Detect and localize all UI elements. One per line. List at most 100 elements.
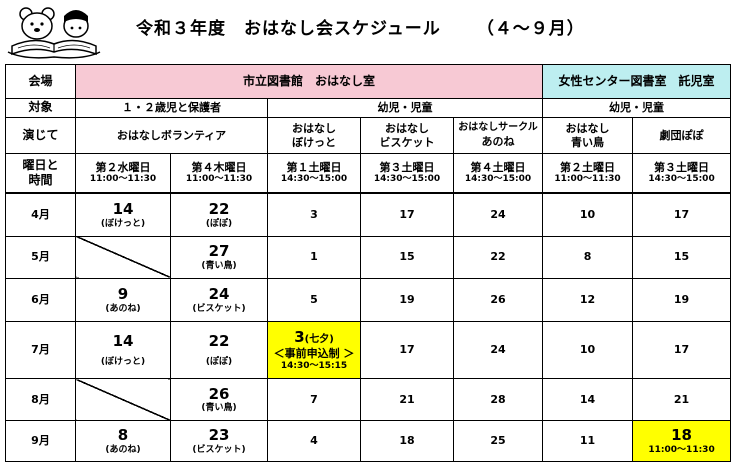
day-name: 第１土曜日 <box>286 160 342 174</box>
day-time: 11:00～11:30 <box>554 174 621 185</box>
title-area: 令和３年度 おはなし会スケジュール （４～９月） <box>0 0 734 60</box>
no-session-cell <box>75 378 171 421</box>
schedule-cell: 4 <box>267 419 361 463</box>
day-cell: 第４土曜日 14:30～15:00 <box>452 152 544 194</box>
month-label: 8月 <box>5 378 76 421</box>
month-label: 4月 <box>5 192 76 237</box>
performer-line1: おはなし <box>565 121 610 135</box>
day-time: 11:00～11:30 <box>89 174 157 185</box>
schedule-cell: 14 (ぼけっと) <box>75 320 171 380</box>
schedule-cell: 1 <box>267 235 361 279</box>
day-label: 曜日と 時間 <box>5 152 76 194</box>
date-number: 9 <box>117 284 129 303</box>
day-time: 14:30～15:00 <box>648 174 715 185</box>
month-row-july: 7月 14 (ぼけっと) 22 (ぽぽ) 3(七夕) ＜事前申込制 ＞ 14:30～… <box>5 320 732 380</box>
schedule-cell: 15 <box>632 235 732 279</box>
day-label-line2: 時間 <box>28 173 53 188</box>
title-main: 令和３年度 おはなし会スケジュール <box>136 19 441 39</box>
performer-label: 演じて <box>5 117 76 154</box>
tanabata-special-cell: 3(七夕) ＜事前申込制 ＞ 14:30～15:15 <box>267 320 361 380</box>
schedule-cell: 22 (ぽぽ) <box>170 192 268 237</box>
date-number: 26 <box>208 384 230 403</box>
day-cell: 第３土曜日 14:30～15:00 <box>360 152 454 194</box>
day-cell: 第４木曜日 11:00～11:30 <box>170 152 268 194</box>
performer-line2: あのね <box>481 134 515 148</box>
special-time-cell: 18 11:00～11:30 <box>632 419 732 463</box>
schedule-cell: 22 <box>452 235 544 279</box>
event-note: (七夕) <box>304 334 334 346</box>
schedule-cell: 26 <box>452 277 544 322</box>
day-name: 第２土曜日 <box>560 160 616 174</box>
day-time: 14:30～15:00 <box>464 174 532 185</box>
day-cell: 第２土曜日 11:00～11:30 <box>542 152 634 194</box>
day-name: 第４土曜日 <box>470 160 526 174</box>
schedule-cell: 17 <box>632 320 732 380</box>
event-time: 14:30～15:15 <box>280 360 348 371</box>
month-row-september: 9月 8 (あのね) 23 (ビスケット) 4 18 25 11 18 11:00～1… <box>5 419 732 463</box>
month-label: 9月 <box>5 419 76 463</box>
performer-line2: 青い鳥 <box>571 135 605 149</box>
day-label-line1: 曜日と <box>22 158 59 173</box>
schedule-cell: 5 <box>267 277 361 322</box>
performer-line1: おはなしサークル <box>458 122 538 134</box>
schedule-cell: 3 <box>267 192 361 237</box>
target-label: 対象 <box>5 97 76 119</box>
schedule-cell: 7 <box>267 378 361 421</box>
date-number: 18 <box>671 425 692 444</box>
day-cell: 第３土曜日 14:30～15:00 <box>632 152 732 194</box>
performer-cell: おはなし ぼけっと <box>267 117 361 154</box>
reading-children-illustration <box>7 7 101 59</box>
performer-line1: 劇団ぽぽ <box>659 128 704 142</box>
group-note: (ぽぽ) <box>205 218 233 229</box>
month-row-april: 4月 14 (ぼけっと) 22 (ぽぽ) 3 17 24 10 17 <box>5 192 732 237</box>
performer-line1: おはなし <box>292 121 336 135</box>
day-name: 第２水曜日 <box>95 160 151 174</box>
schedule-cell: 17 <box>632 192 732 237</box>
schedule-cell: 24 <box>452 192 544 237</box>
date-number: 24 <box>208 284 230 303</box>
schedule-cell: 26 (青い鳥) <box>170 378 268 421</box>
event-time: 11:00～11:30 <box>648 444 715 455</box>
target-toddlers: １・２歳児と保護者 <box>75 97 268 119</box>
target-children-a: 幼児・児童 <box>266 97 544 119</box>
date-number: 14 <box>112 331 134 350</box>
day-time: 14:30～15:00 <box>280 174 348 185</box>
performer-cell: おはなし 青い鳥 <box>542 117 634 154</box>
day-cell: 第１土曜日 14:30～15:00 <box>267 152 361 194</box>
group-note: (ビスケット) <box>192 444 246 455</box>
schedule-cell: 9 (あのね) <box>75 277 171 322</box>
performer-cell: おはなし ビスケット <box>360 117 454 154</box>
performer-cell: おはなしサークル あのね <box>452 117 544 154</box>
date-number: 14 <box>112 200 134 219</box>
reservation-note: ＜事前申込制 ＞ <box>273 346 355 360</box>
day-time: 11:00～11:30 <box>185 174 253 185</box>
date-number: 22 <box>208 331 230 350</box>
day-time: 14:30～15:00 <box>373 174 441 185</box>
schedule-cell: 11 <box>542 419 634 463</box>
schedule-cell: 19 <box>632 277 732 322</box>
performer-volunteer: おはなしボランティア <box>75 117 268 154</box>
schedule-cell: 10 <box>542 192 634 237</box>
schedule-cell: 17 <box>360 320 454 380</box>
day-name: 第３土曜日 <box>654 160 710 174</box>
performer-cell: 劇団ぽぽ <box>632 117 732 154</box>
group-note: (ぼけっと) <box>100 218 146 229</box>
no-session-cell <box>75 235 171 279</box>
schedule-cell: 8 <box>542 235 634 279</box>
date-number: 8 <box>117 425 129 444</box>
schedule-cell: 21 <box>360 378 454 421</box>
schedule-cell: 28 <box>452 378 544 421</box>
schedule-cell: 21 <box>632 378 732 421</box>
group-note: (ぽぽ) <box>205 356 233 367</box>
group-note: (青い鳥) <box>201 403 237 414</box>
date-number: 23 <box>208 425 230 444</box>
venue-label: 会場 <box>5 64 76 99</box>
group-note: (あのね) <box>105 303 141 314</box>
performer-line2: ぼけっと <box>292 135 336 149</box>
month-label: 7月 <box>5 320 76 380</box>
schedule-cell: 14 (ぼけっと) <box>75 192 171 237</box>
day-cell: 第２水曜日 11:00～11:30 <box>75 152 171 194</box>
performer-line2: ビスケット <box>379 135 435 149</box>
group-note: (あのね) <box>105 444 141 455</box>
title-range: （４～９月） <box>476 19 585 39</box>
